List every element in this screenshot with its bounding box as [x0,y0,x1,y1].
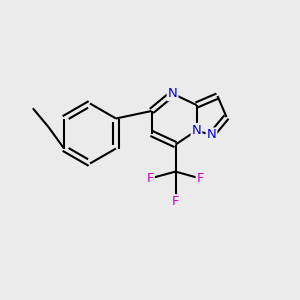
Text: F: F [172,195,179,208]
Text: N: N [168,87,177,100]
Text: N: N [192,124,201,137]
Text: F: F [197,172,204,185]
Text: N: N [207,128,216,142]
Text: F: F [146,172,154,185]
